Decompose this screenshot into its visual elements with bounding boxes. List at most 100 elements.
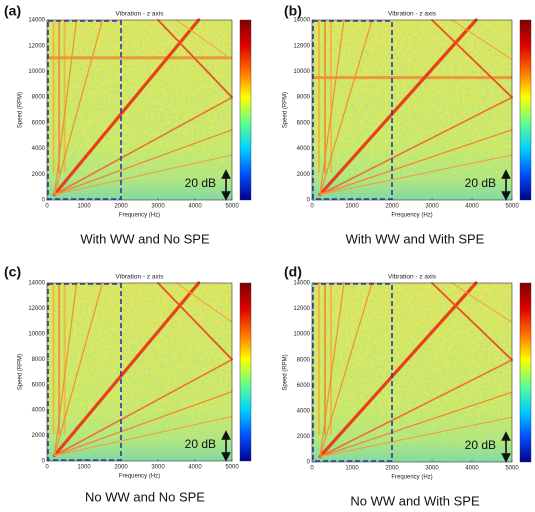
low-frequency-band: [52, 283, 55, 435]
colorbar: [519, 19, 532, 201]
order-line: [53, 129, 233, 196]
x-tick-label: 5000: [225, 204, 239, 210]
heatmap-texture: [47, 283, 232, 461]
plot-frame: [46, 282, 233, 462]
low-frequency-band: [52, 20, 55, 173]
annotation: 20 dB: [465, 438, 496, 452]
caption: No WW and With SPE: [350, 493, 480, 508]
x-tick-label: 5000: [225, 465, 239, 471]
x-tick-label: 0: [45, 465, 49, 471]
chart-title: Vibration - z axis: [116, 11, 165, 18]
order-line: [53, 358, 233, 457]
y-tick-label: 8000: [32, 357, 46, 363]
order-line: [451, 19, 513, 61]
x-tick-label: 2000: [114, 465, 128, 471]
panel: 0 1000 2000 3000 4000 5000 0 2000 4000 6000 8000 10…: [4, 264, 252, 504]
y-tick-label: 2000: [297, 434, 311, 440]
x-tick-label: 0: [310, 466, 314, 472]
y-tick-label: 10000: [28, 69, 45, 75]
order-line: [157, 282, 233, 361]
panel-label: (d): [284, 264, 302, 280]
y-tick-label: 12000: [28, 43, 45, 49]
low-frequency-band: [318, 283, 320, 436]
y-tick-label: 0: [307, 460, 311, 466]
order-line: [53, 282, 104, 457]
x-tick-label: 3000: [151, 204, 165, 210]
order-line: [431, 19, 513, 99]
order-line: [52, 18, 201, 197]
order-line: [319, 282, 373, 458]
plot-frame: [311, 282, 513, 463]
order-line: [53, 282, 78, 457]
order-line: [319, 282, 345, 458]
x-tick-label: 1000: [345, 204, 359, 210]
chart-title: Vibration - z axis: [116, 274, 165, 281]
order-line: [319, 19, 345, 196]
x-tick-label: 1000: [77, 465, 91, 471]
low-frequency-band: [330, 20, 332, 173]
speed-band: [312, 76, 512, 80]
heatmap-texture: [47, 20, 232, 200]
panel: 0 1000 2000 3000 4000 5000 0 2000 4000 6000 8000 10…: [4, 3, 252, 246]
y-tick-label: 4000: [297, 146, 311, 152]
y-tick-label: 6000: [297, 120, 311, 126]
order-line: [431, 282, 513, 361]
highlight-box: [47, 283, 122, 461]
caption: With WW and No SPE: [80, 231, 210, 246]
y-tick-label: 4000: [297, 408, 311, 414]
x-axis-label: Frequency (Hz): [119, 213, 160, 219]
order-line: [319, 19, 373, 196]
y-tick-label: 6000: [297, 383, 311, 389]
y-tick-label: 14000: [28, 18, 45, 24]
order-line: [157, 19, 233, 99]
plot-frame: [311, 19, 513, 201]
panel: 0 1000 2000 3000 4000 5000 0 2000 4000 6000 8000 10…: [283, 264, 532, 508]
order-line: [53, 154, 233, 196]
x-axis-label: Frequency (Hz): [391, 475, 432, 481]
y-tick-label: 10000: [293, 69, 310, 75]
low-frequency-band: [63, 20, 66, 173]
y-tick-label: 6000: [32, 382, 46, 388]
chart-title: Vibration - z axis: [388, 11, 437, 18]
y-tick-label: 8000: [32, 95, 46, 101]
x-tick-label: 4000: [465, 466, 479, 472]
order-line: [318, 281, 478, 459]
x-tick-label: 5000: [505, 204, 519, 210]
x-tick-label: 5000: [505, 466, 519, 472]
y-tick-label: 12000: [28, 306, 45, 312]
y-tick-label: 14000: [293, 18, 310, 24]
low-frequency-band: [324, 20, 326, 173]
highlight-box: [47, 20, 122, 200]
chart-title: Vibration - z axis: [388, 274, 437, 281]
y-tick-label: 12000: [293, 306, 310, 312]
y-axis-label: Speed (RPM): [18, 92, 24, 128]
y-tick-label: 14000: [293, 281, 310, 287]
colorbar: [239, 282, 252, 462]
order-line: [319, 154, 513, 196]
y-tick-label: 10000: [293, 332, 310, 338]
annotation: 20 dB: [185, 437, 216, 451]
order-line: [451, 282, 513, 323]
x-tick-label: 0: [45, 204, 49, 210]
order-line: [53, 96, 233, 196]
y-tick-label: 14000: [28, 281, 45, 287]
low-frequency-band: [324, 283, 326, 436]
y-tick-label: 2000: [32, 433, 46, 439]
annotation: 20 dB: [185, 176, 216, 190]
speed-band: [47, 56, 232, 60]
x-tick-label: 1000: [77, 204, 91, 210]
highlight-box: [312, 20, 393, 200]
order-line: [176, 19, 233, 61]
y-tick-label: 2000: [32, 172, 46, 178]
y-tick-label: 12000: [293, 43, 310, 49]
order-line: [176, 282, 233, 323]
order-line: [319, 129, 513, 196]
annotation: 20 dB: [465, 176, 496, 190]
x-tick-label: 2000: [114, 204, 128, 210]
low-frequency-band: [318, 20, 320, 173]
x-tick-label: 3000: [425, 466, 439, 472]
heatmap-texture: [312, 283, 512, 462]
x-tick-label: 2000: [385, 466, 399, 472]
order-line: [318, 18, 478, 197]
